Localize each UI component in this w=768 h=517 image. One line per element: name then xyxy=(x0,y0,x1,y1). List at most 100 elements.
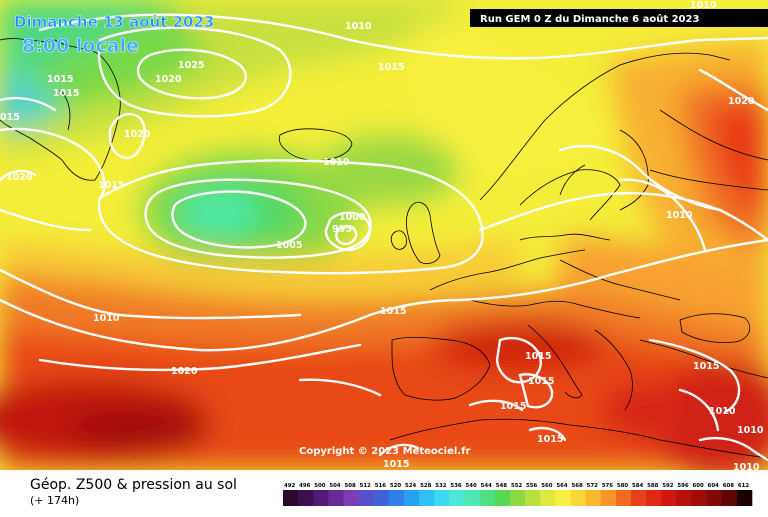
colorbar-tick-label: 560 xyxy=(541,483,553,489)
isobar-label: 1015 xyxy=(380,306,406,317)
geopotential-field xyxy=(0,0,768,470)
colorbar-swatch xyxy=(419,490,435,506)
colorbar-swatch xyxy=(479,490,496,506)
colorbar-swatch xyxy=(343,490,359,506)
copyright: Copyright © 2023 Meteociel.fr xyxy=(299,446,470,457)
colorbar-swatch xyxy=(404,490,420,506)
colorbar-swatch xyxy=(509,490,526,506)
colorbar-tick-label: 572 xyxy=(587,483,599,489)
colorbar-swatch xyxy=(570,490,586,506)
isobar-label: 1020 xyxy=(728,96,755,107)
colorbar-tick-label: 604 xyxy=(708,483,720,489)
isobar-label: 1015 xyxy=(53,88,79,99)
colorbar-swatch xyxy=(464,490,480,506)
colorbar-tick-label: 552 xyxy=(511,483,523,489)
isobar-label: 1010 xyxy=(733,462,760,473)
isobar-label: 1010 xyxy=(93,313,120,324)
colorbar-swatch xyxy=(494,490,511,506)
isobar-label: 1000 xyxy=(339,212,366,223)
isobar-label: 015 xyxy=(0,112,20,123)
colorbar-tick-label: 608 xyxy=(723,483,735,489)
isobar-label: 1010 xyxy=(666,210,693,221)
colorbar-swatch xyxy=(328,490,344,506)
colorbar-tick-label: 508 xyxy=(345,483,357,489)
colorbar-tick-label: 580 xyxy=(617,483,629,489)
colorbar-tick-label: 496 xyxy=(299,483,311,489)
colorbar-tick-label: 588 xyxy=(647,483,659,489)
forecast-time: 8:00 locale xyxy=(22,35,139,57)
colorbar-swatch xyxy=(600,490,617,506)
run-info: Run GEM 0 Z du Dimanche 6 août 2023 xyxy=(480,13,699,25)
colorbar-swatch xyxy=(585,490,602,506)
colorbar-tick-label: 564 xyxy=(556,483,568,489)
isobar-label: 1010 xyxy=(345,21,372,32)
colorbar-swatch xyxy=(283,490,299,506)
colorbar-tick-label: 596 xyxy=(677,483,689,489)
colorbar-swatch xyxy=(721,490,738,506)
colorbar-tick-label: 612 xyxy=(738,483,750,489)
colorbar-tick-label: 512 xyxy=(360,483,372,489)
colorbar-swatch xyxy=(615,490,632,506)
isobar-label: 1005 xyxy=(276,240,302,251)
colorbar-swatch xyxy=(706,490,723,506)
isobar-label: 1020 xyxy=(124,129,151,140)
colorbar-tick-label: 568 xyxy=(571,483,583,489)
colorbar-tick-label: 532 xyxy=(435,483,447,489)
colorbar-swatch xyxy=(676,490,692,506)
colorbar-tick-label: 576 xyxy=(602,483,614,489)
forecast-date: Dimanche 13 août 2023 xyxy=(14,13,214,31)
colorbar-swatch xyxy=(630,490,647,506)
colorbar-swatch xyxy=(298,490,314,506)
colorbar-tick-label: 548 xyxy=(496,483,508,489)
colorbar: 492 496 500 504 508 512 516 520 524 528 532 536 540 5… xyxy=(283,483,753,506)
isobar-label: 1025 xyxy=(178,60,204,71)
legend-subtitle: (+ 174h) xyxy=(30,494,79,507)
isobar-label: 1010 xyxy=(690,0,717,11)
isobar-label: 1010 xyxy=(737,425,764,436)
colorbar-swatch xyxy=(373,490,390,506)
colorbar-tick-label: 540 xyxy=(466,483,478,489)
colorbar-tick-label: 556 xyxy=(526,483,538,489)
colorbar-tick-label: 500 xyxy=(314,483,326,489)
colorbar-swatch xyxy=(449,490,465,506)
isobar-label: 995 xyxy=(332,224,352,235)
colorbar-tick-label: 520 xyxy=(390,483,402,489)
colorbar-tick-label: 516 xyxy=(375,483,387,489)
colorbar-swatch xyxy=(313,490,329,506)
colorbar-tick-label: 504 xyxy=(329,483,341,489)
isobar-label: 1015 xyxy=(693,361,719,372)
colorbar-tick-label: 536 xyxy=(450,483,462,489)
colorbar-swatch xyxy=(525,490,541,506)
isobar-label: 1020 xyxy=(6,172,33,183)
colorbar-tick-label: 584 xyxy=(632,483,644,489)
isobar-label: 1015 xyxy=(378,62,404,73)
isobar-label: 1015 xyxy=(525,351,551,362)
colorbar-tick-label: 492 xyxy=(284,483,296,489)
colorbar-swatch xyxy=(736,490,753,506)
colorbar-swatch xyxy=(540,490,556,506)
isobar-label: 1015 xyxy=(528,376,554,387)
isobar-label: 1015 xyxy=(98,180,124,191)
isobar-label: 1015 xyxy=(500,401,526,412)
isobar-label: 1010 xyxy=(709,406,736,417)
colorbar-swatch xyxy=(434,490,450,506)
colorbar-tick-label: 528 xyxy=(420,483,432,489)
colorbar-tick-label: 592 xyxy=(662,483,674,489)
colorbar-swatch xyxy=(691,490,707,506)
colorbar-swatch xyxy=(358,490,375,506)
isobar-labels: 1010 1025 1015 1015 1015 1020 015 1020 1… xyxy=(0,0,764,473)
isobar-label: 1015 xyxy=(537,434,563,445)
colorbar-swatch xyxy=(555,490,571,506)
isobar-label: 1020 xyxy=(171,366,198,377)
isobar-label: 1010 xyxy=(323,157,350,168)
isobar-label: 1015 xyxy=(383,459,409,470)
colorbar-tick-label: 524 xyxy=(405,483,417,489)
colorbar-swatch xyxy=(388,490,405,506)
coastlines xyxy=(0,38,768,459)
colorbar-tick-label: 544 xyxy=(481,483,493,489)
colorbar-swatch xyxy=(646,490,662,506)
isobar-label: 1015 xyxy=(47,74,73,85)
colorbar-swatch xyxy=(661,490,677,506)
colorbar-tick-label: 600 xyxy=(692,483,704,489)
